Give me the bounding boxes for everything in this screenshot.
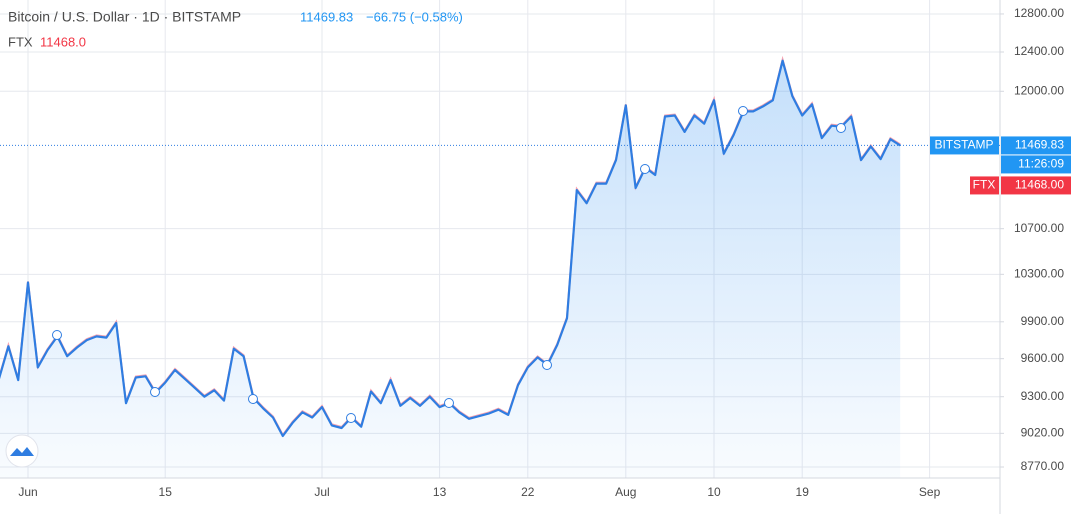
x-tick-label: Jun bbox=[18, 485, 37, 499]
event-marker[interactable] bbox=[836, 123, 846, 133]
countdown-tag bbox=[1001, 155, 1071, 174]
y-tick-label: 10300.00 bbox=[1014, 267, 1064, 281]
y-tick-label: 10700.00 bbox=[1014, 221, 1064, 235]
event-marker[interactable] bbox=[248, 394, 258, 404]
y-tick-label: 9900.00 bbox=[1021, 314, 1065, 328]
x-tick-label: 15 bbox=[159, 485, 173, 499]
event-marker[interactable] bbox=[542, 360, 552, 370]
compare-name: FTX bbox=[8, 34, 33, 49]
y-tick-label: 12000.00 bbox=[1014, 83, 1064, 97]
area-fill bbox=[0, 60, 901, 478]
x-tick-label: 10 bbox=[707, 485, 721, 499]
x-tick-label: 13 bbox=[433, 485, 447, 499]
y-tick-label: 9300.00 bbox=[1021, 389, 1065, 403]
event-marker[interactable] bbox=[738, 106, 748, 116]
event-marker[interactable] bbox=[640, 164, 650, 174]
y-tick-label: 9600.00 bbox=[1021, 351, 1065, 365]
event-markers bbox=[52, 106, 846, 423]
series-tag-label: BITSTAMP bbox=[934, 138, 993, 152]
compare-price-label: 11468.00 bbox=[1015, 178, 1064, 192]
event-marker[interactable] bbox=[150, 387, 160, 397]
price-change: −66.75 (−0.58%) bbox=[366, 9, 463, 24]
x-tick-label: 22 bbox=[521, 485, 535, 499]
event-marker[interactable] bbox=[444, 398, 454, 408]
event-marker[interactable] bbox=[346, 413, 356, 423]
y-tick-label: 12400.00 bbox=[1014, 44, 1064, 58]
compare-last: 11468.0 bbox=[40, 34, 86, 49]
y-tick-label: 8770.00 bbox=[1021, 459, 1065, 473]
last-price: 11469.83 bbox=[300, 9, 353, 24]
x-tick-label: 19 bbox=[796, 485, 810, 499]
x-tick-label: Sep bbox=[919, 485, 941, 499]
compare-tag-label: FTX bbox=[973, 178, 996, 192]
y-tick-label: 12800.00 bbox=[1014, 6, 1064, 20]
symbol-title: Bitcoin / U.S. Dollar · 1D · BITSTAMP bbox=[8, 9, 241, 25]
series-tag bbox=[930, 136, 999, 155]
x-tick-label: Aug bbox=[615, 485, 636, 499]
y-tick-label: 9020.00 bbox=[1021, 426, 1065, 440]
price-tag bbox=[1001, 136, 1071, 155]
compare-tag bbox=[970, 176, 999, 195]
price-tag-label: 11469.83 bbox=[1015, 138, 1064, 152]
countdown-label: 11:26:09 bbox=[1018, 157, 1064, 171]
compare-price-tag bbox=[1001, 176, 1071, 195]
plot bbox=[0, 55, 901, 478]
event-marker[interactable] bbox=[52, 330, 62, 340]
x-tick-label: Jul bbox=[314, 485, 329, 499]
logo[interactable] bbox=[5, 434, 39, 468]
